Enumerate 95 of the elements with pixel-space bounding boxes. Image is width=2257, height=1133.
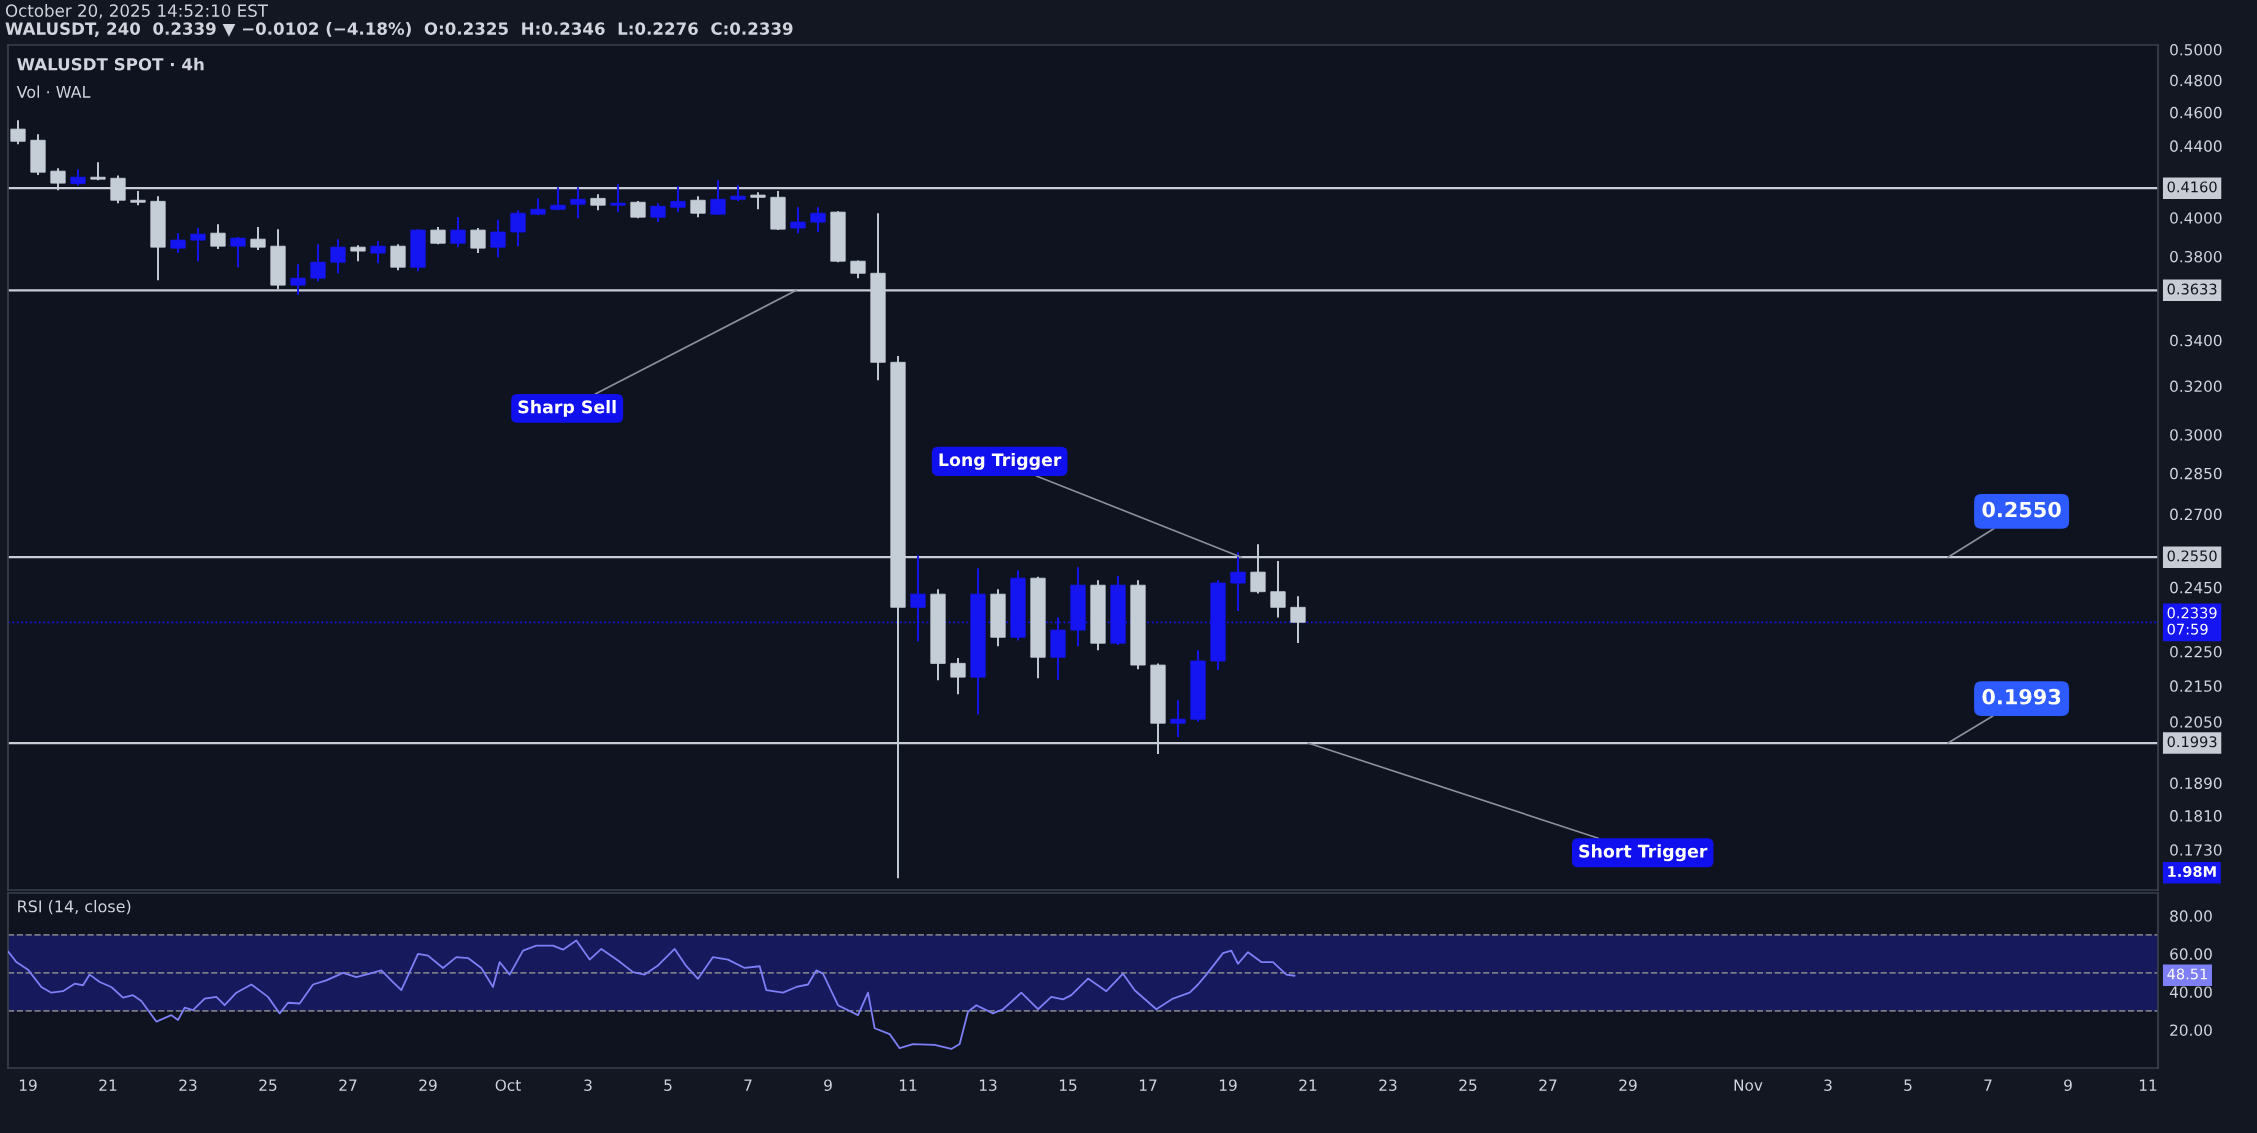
annotation: 0.1993 [1982, 688, 2061, 705]
y-tick-label: 0.3800 [2170, 250, 2222, 263]
candlestick [1290, 595, 1306, 644]
y-tick-label: 20.00 [2170, 1024, 2212, 1036]
candlestick [330, 238, 346, 275]
x-tick-label: 19 [1219, 1079, 1237, 1091]
candlestick [370, 240, 386, 265]
ref-line-label: 0.1993 [2167, 736, 2217, 748]
y-tick-label: 0.5000 [2170, 43, 2222, 56]
candlestick [710, 179, 726, 217]
x-tick-label: 17 [1139, 1079, 1157, 1091]
x-tick-label: 19 [19, 1079, 37, 1091]
x-tick-label: 13 [979, 1079, 997, 1091]
annotation: Sharp Sell [518, 399, 616, 417]
y-tick-label: 80.00 [2170, 910, 2212, 922]
x-tick-label: 5 [664, 1079, 672, 1091]
x-tick-label: 7 [1984, 1079, 1992, 1091]
x-tick-label: 15 [1059, 1079, 1077, 1091]
y-tick-label: 0.4600 [2170, 106, 2222, 119]
x-tick-label: 29 [419, 1079, 437, 1091]
x-tick-label: 3 [584, 1079, 592, 1091]
x-tick-label: Nov [1734, 1079, 1763, 1091]
y-tick-label: 0.4400 [2170, 140, 2222, 152]
x-tick-label: 21 [99, 1079, 117, 1091]
candlestick [570, 186, 586, 220]
x-tick-label: 23 [179, 1079, 197, 1091]
x-tick-label: 11 [2139, 1079, 2157, 1091]
y-tick-label: 0.1730 [2170, 844, 2222, 856]
x-tick-label: 23 [1379, 1079, 1397, 1091]
x-tick-label: 3 [1824, 1079, 1832, 1091]
y-tick-label: 0.2250 [2170, 646, 2222, 658]
candlestick [170, 232, 186, 255]
x-tick-label: 25 [1459, 1079, 1477, 1091]
candlestick [1170, 699, 1186, 738]
candlestick [230, 236, 246, 269]
y-tick-label: 0.2050 [2170, 716, 2222, 728]
y-tick-label: 0.3000 [2170, 429, 2222, 441]
candlestick [690, 195, 706, 219]
annotation: 0.2550 [1982, 501, 2061, 518]
candlestick [1230, 551, 1246, 613]
annotation: Short Trigger [1579, 844, 1708, 862]
candlestick [610, 183, 626, 214]
candlestick [650, 202, 666, 224]
y-tick-label: 0.1810 [2170, 810, 2222, 822]
candlestick [510, 209, 526, 248]
ref-line-label: 0.2550 [2167, 550, 2217, 562]
candlestick [450, 216, 466, 249]
candlestick [810, 206, 826, 233]
candlestick [290, 263, 306, 297]
y-tick-label: 0.3200 [2170, 380, 2222, 393]
ref-line-label: 0.4160 [2167, 181, 2217, 193]
candlestick [790, 206, 806, 235]
y-tick-label: 0.1890 [2170, 777, 2222, 790]
y-tick-label: 0.2700 [2170, 508, 2222, 521]
x-tick-label: 9 [2064, 1079, 2072, 1091]
text: 1.98M [2168, 866, 2216, 878]
y-tick-label: 0.3400 [2170, 334, 2222, 347]
annotation: Vol · WAL [16, 85, 91, 98]
text: 48.51 [2167, 968, 2207, 980]
candlestick [670, 185, 686, 214]
candlestick [1270, 560, 1286, 619]
candlestick [470, 227, 486, 255]
ref-line-label: 0.2339 07:59 [2167, 607, 2217, 635]
x-tick-label: 25 [259, 1079, 277, 1091]
y-tick-label: 0.2150 [2170, 680, 2222, 692]
annotation: Long Trigger [939, 452, 1062, 470]
candlestick [210, 223, 226, 251]
y-tick-label: 0.2850 [2170, 467, 2222, 480]
y-tick-label: 0.4800 [2170, 74, 2222, 87]
x-tick-label: 5 [1904, 1079, 1912, 1091]
y-tick-label: 0.4000 [2170, 212, 2222, 224]
line-series [8, 939, 1296, 1050]
y-tick-label: 40.00 [2169, 986, 2212, 998]
x-tick-label: 27 [339, 1079, 357, 1091]
text: October 20, 2025 14:52:10 EST [5, 4, 268, 19]
candlestick [490, 218, 506, 259]
x-tick-label: 11 [899, 1079, 917, 1091]
candlestick [250, 226, 266, 252]
text: WALUSDT SPOT · 4h [17, 57, 204, 71]
candlestick [390, 243, 406, 272]
candlestick [950, 656, 966, 696]
x-tick-label: Oct [495, 1079, 521, 1091]
x-tick-label: 27 [1539, 1079, 1557, 1091]
y-tick-label: 60.00 [2170, 948, 2212, 960]
x-tick-label: 29 [1619, 1079, 1637, 1091]
candlestick [190, 227, 206, 263]
ref-line-label: 0.3633 [2167, 283, 2217, 295]
chart-title: RSI (14, close) [18, 900, 131, 915]
candlestick [10, 119, 26, 146]
x-tick-label: 21 [1299, 1079, 1317, 1091]
candlestick [310, 243, 326, 283]
chart-subtitle: WALUSDT, 240 0.2339 ▼ −0.0102 (−4.18%) O:0.2325 H:0.2346 L:0.2276 C:0.2339 [5, 22, 793, 38]
y-tick-label: 0.2450 [2170, 581, 2222, 594]
x-tick-label: 9 [824, 1079, 832, 1091]
x-tick-label: 7 [744, 1079, 752, 1091]
